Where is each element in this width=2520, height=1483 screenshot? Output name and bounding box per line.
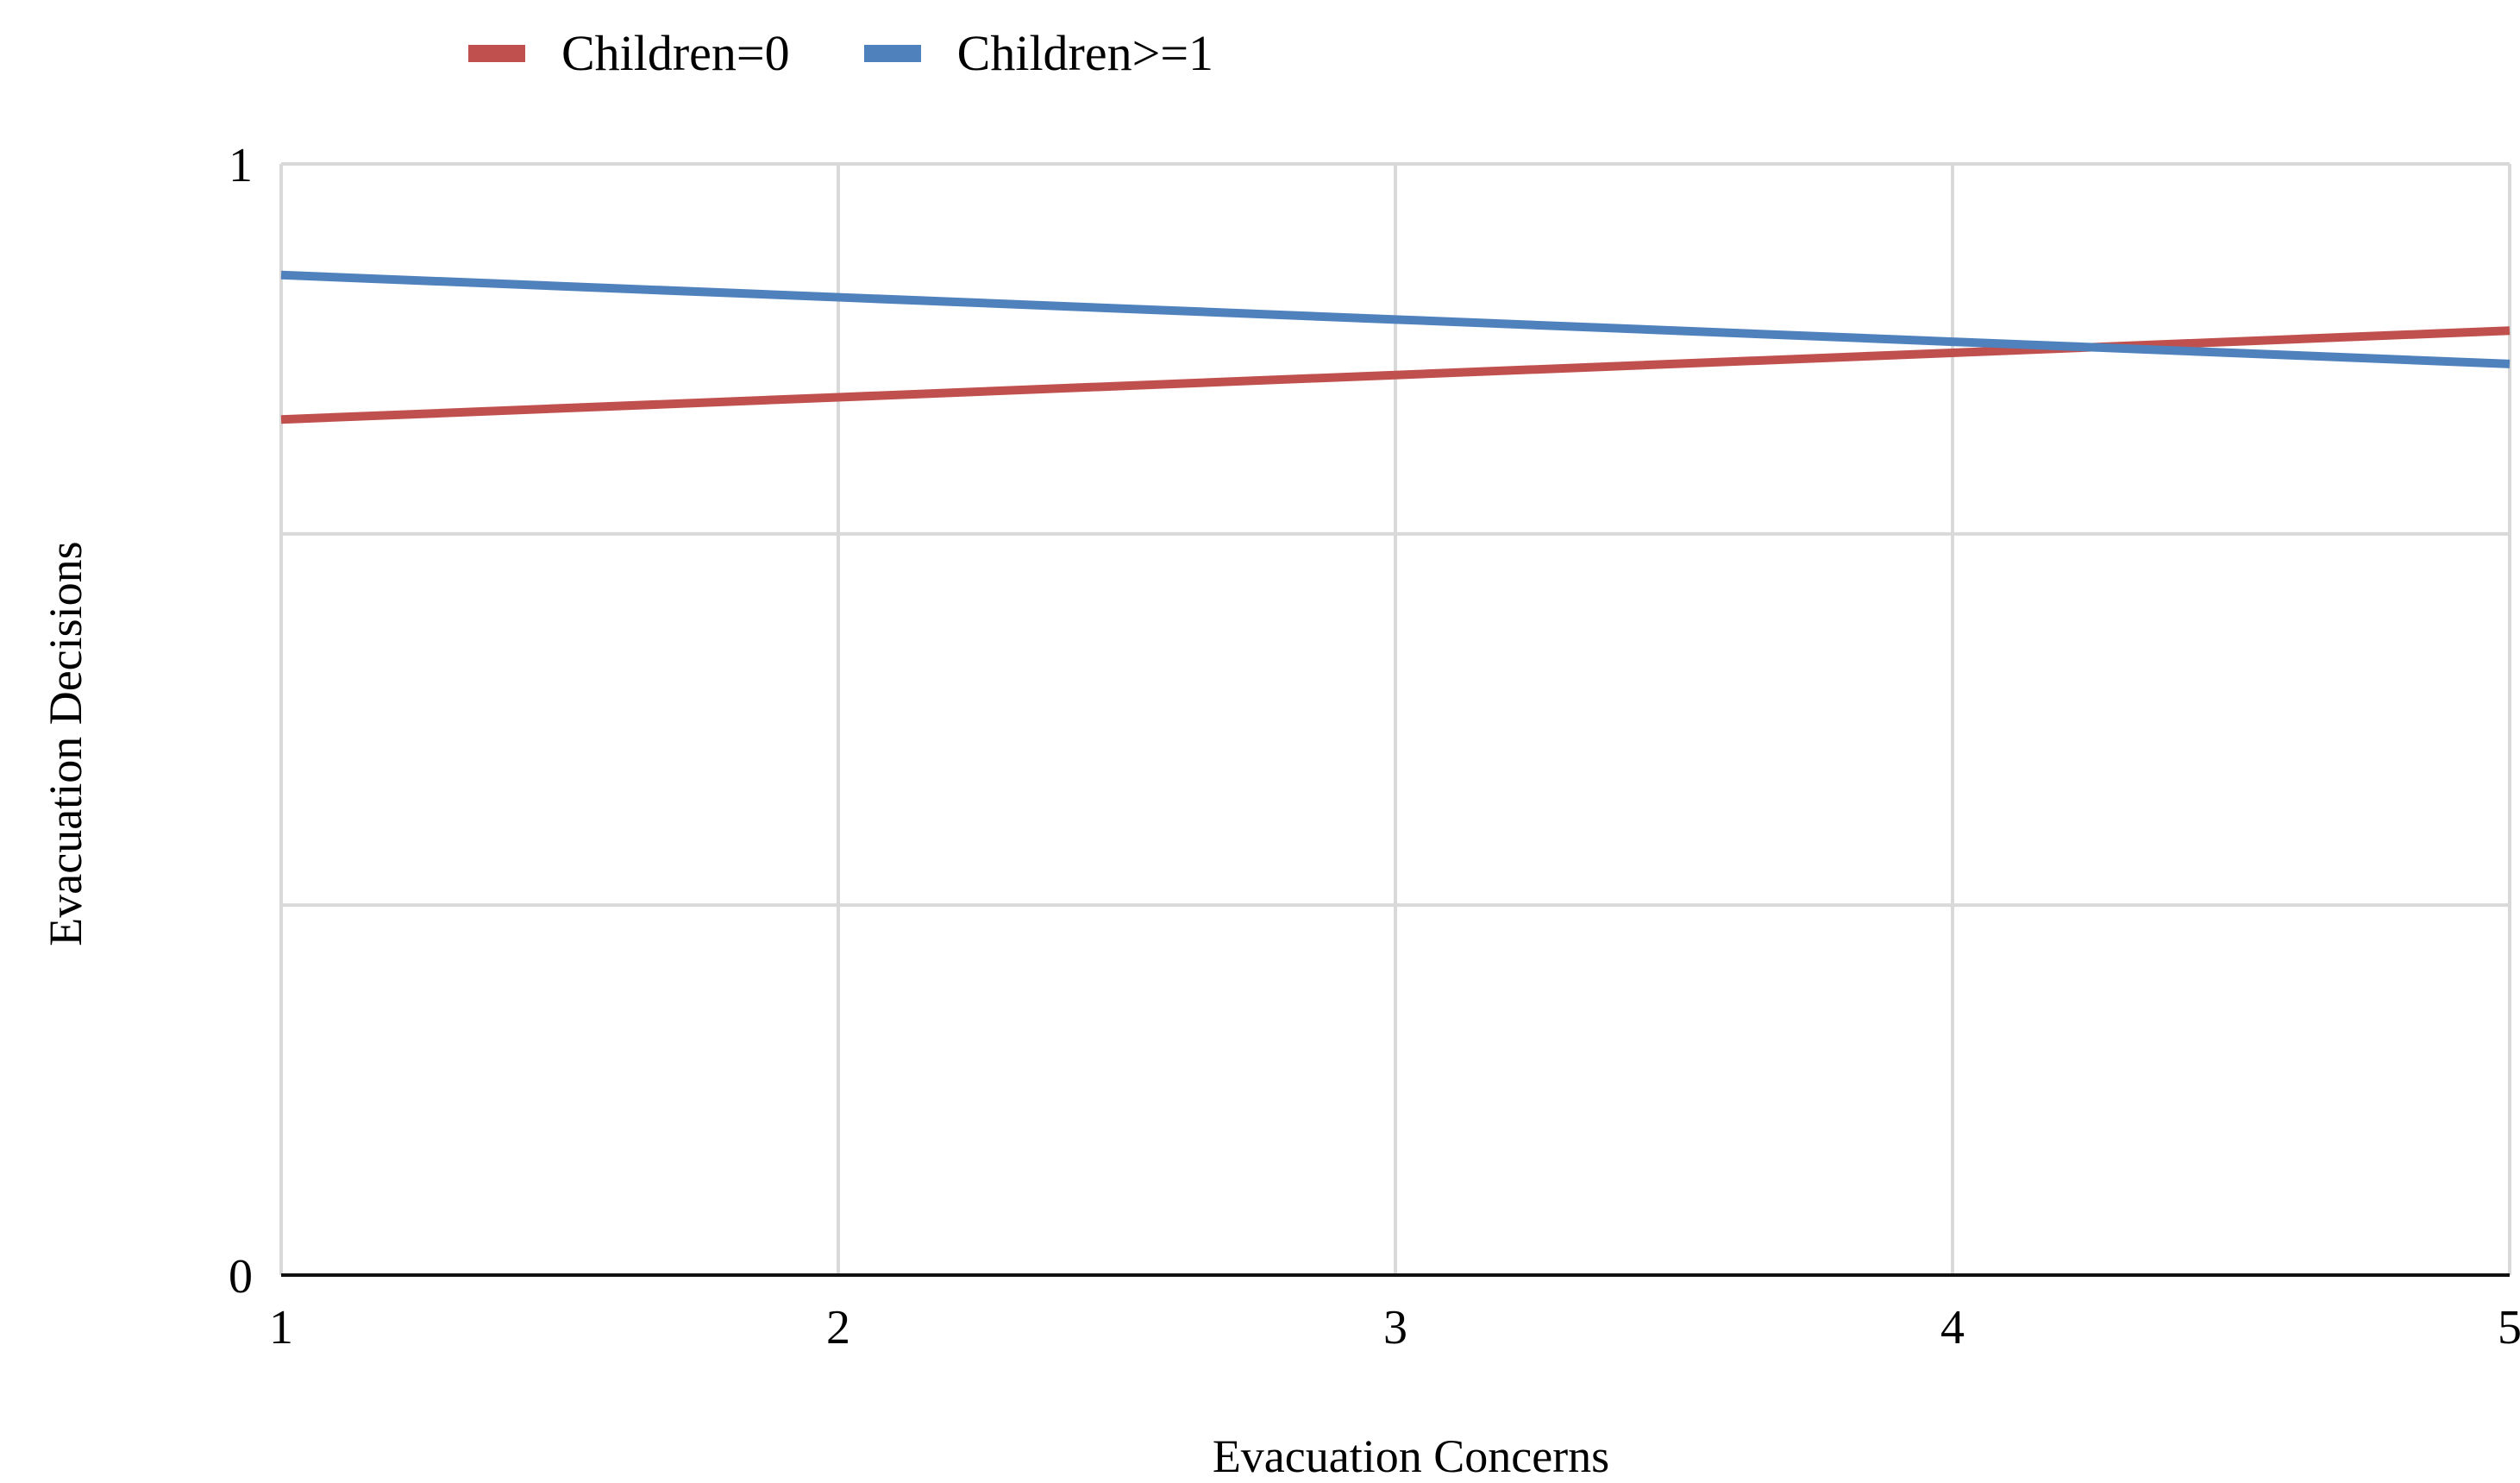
x-axis-title: Evacuation Concerns xyxy=(1212,1430,1610,1482)
legend-swatch-children-one-plus xyxy=(863,44,921,62)
legend-item-children-one-plus: Children>=1 xyxy=(863,24,1214,82)
x-tick-label-3: 3 xyxy=(1383,1301,1407,1354)
x-tick-label-4: 4 xyxy=(1940,1301,1965,1354)
legend: Children=0 Children>=1 xyxy=(0,24,1682,82)
x-tick-label-2: 2 xyxy=(826,1301,850,1354)
legend-item-children-zero: Children=0 xyxy=(467,24,790,82)
legend-swatch-children-zero xyxy=(467,44,525,62)
series-line-children-one-plus xyxy=(280,270,2511,368)
legend-label-children-zero: Children=0 xyxy=(561,25,790,81)
y-tick-label-0: 0 xyxy=(229,1250,253,1304)
y-tick-label-1: 1 xyxy=(229,139,253,192)
x-tick-label-1: 1 xyxy=(269,1301,293,1354)
x-tick-label-5: 5 xyxy=(2498,1301,2520,1354)
legend-label-children-one-plus: Children>=1 xyxy=(956,25,1214,81)
y-axis-title: Evacuation Decisions xyxy=(40,541,91,946)
